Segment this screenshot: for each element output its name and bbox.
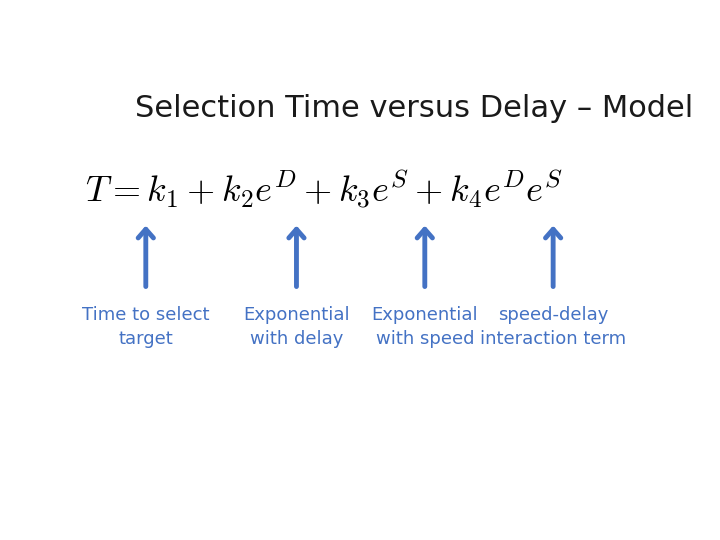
Text: Exponential
with delay: Exponential with delay	[243, 306, 350, 348]
Text: speed-delay
interaction term: speed-delay interaction term	[480, 306, 626, 348]
Text: $T = k_1 + k_2 e^{D} + k_3 e^{S} + k_4 e^{D} e^{S}$: $T = k_1 + k_2 e^{D} + k_3 e^{S} + k_4 e…	[86, 168, 563, 211]
Text: Selection Time versus Delay – Model: Selection Time versus Delay – Model	[135, 94, 693, 123]
Text: Time to select
target: Time to select target	[82, 306, 210, 348]
Text: Exponential
with speed: Exponential with speed	[372, 306, 478, 348]
